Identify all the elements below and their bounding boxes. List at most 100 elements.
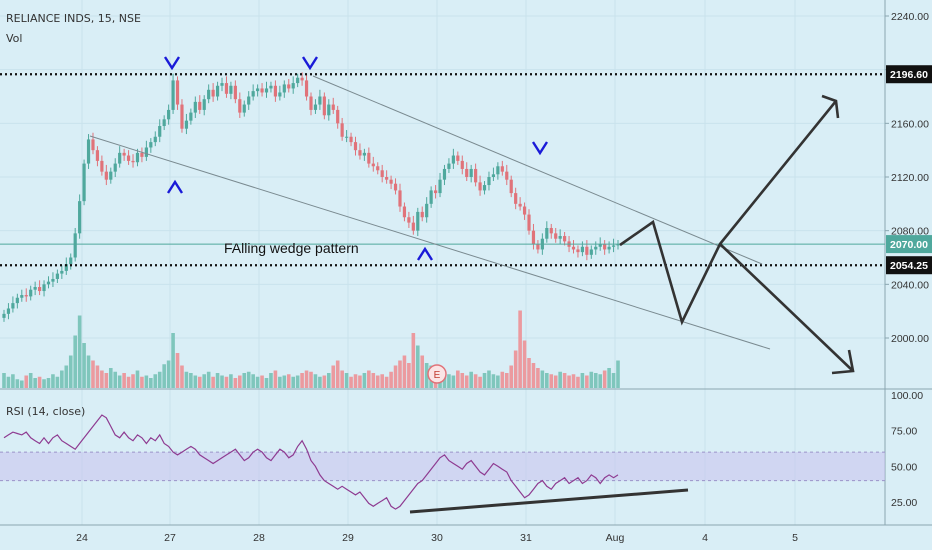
candle[interactable] xyxy=(554,233,558,239)
candle[interactable] xyxy=(238,99,242,113)
candle[interactable] xyxy=(607,246,611,250)
candle[interactable] xyxy=(385,177,389,180)
candle[interactable] xyxy=(51,278,55,282)
candle[interactable] xyxy=(73,233,77,258)
candle[interactable] xyxy=(469,168,473,177)
candle[interactable] xyxy=(411,222,415,231)
candle[interactable] xyxy=(153,136,157,143)
candle[interactable] xyxy=(433,190,438,194)
candle[interactable] xyxy=(349,136,353,143)
candle[interactable] xyxy=(118,152,122,164)
candle[interactable] xyxy=(478,182,482,191)
candle[interactable] xyxy=(353,142,358,151)
candle[interactable] xyxy=(322,96,326,116)
earnings-marker[interactable] xyxy=(427,364,447,384)
candle[interactable] xyxy=(611,245,616,247)
candle[interactable] xyxy=(514,193,518,204)
candle[interactable] xyxy=(122,152,126,156)
candle[interactable] xyxy=(522,206,527,215)
candle[interactable] xyxy=(474,168,478,183)
candle[interactable] xyxy=(140,152,144,157)
candle[interactable] xyxy=(536,244,540,250)
candle[interactable] xyxy=(496,166,500,175)
candle[interactable] xyxy=(505,171,509,180)
candle[interactable] xyxy=(95,150,100,161)
candle[interactable] xyxy=(598,244,602,247)
candle[interactable] xyxy=(109,171,113,180)
candle[interactable] xyxy=(91,139,95,151)
candle[interactable] xyxy=(580,246,585,253)
candle[interactable] xyxy=(589,249,593,255)
candle[interactable] xyxy=(447,163,451,169)
rsi-panel[interactable] xyxy=(0,414,885,514)
candle[interactable] xyxy=(309,96,313,110)
candle[interactable] xyxy=(207,89,211,100)
candle[interactable] xyxy=(393,183,398,191)
candle[interactable] xyxy=(358,150,362,156)
candle[interactable] xyxy=(287,84,291,89)
candle[interactable] xyxy=(260,88,264,93)
candle[interactable] xyxy=(300,77,304,81)
candle[interactable] xyxy=(442,168,447,180)
candle[interactable] xyxy=(371,163,375,167)
rsi-line[interactable] xyxy=(3,414,619,510)
candle[interactable] xyxy=(344,136,349,138)
candle[interactable] xyxy=(180,104,184,129)
candle[interactable] xyxy=(215,85,220,97)
candle[interactable] xyxy=(189,112,193,121)
candle[interactable] xyxy=(233,85,237,100)
candle[interactable] xyxy=(509,179,513,194)
candle[interactable] xyxy=(500,166,504,172)
candle[interactable] xyxy=(135,152,140,163)
candle[interactable] xyxy=(313,104,318,110)
candle[interactable] xyxy=(451,155,455,164)
candle[interactable] xyxy=(78,201,82,234)
candle[interactable] xyxy=(15,297,19,304)
candle[interactable] xyxy=(256,88,260,92)
candle[interactable] xyxy=(389,179,393,184)
candle[interactable] xyxy=(37,287,42,292)
candle[interactable] xyxy=(296,77,300,84)
candle[interactable] xyxy=(64,264,68,271)
candle[interactable] xyxy=(224,83,229,94)
candle[interactable] xyxy=(304,80,309,97)
candle[interactable] xyxy=(380,170,384,177)
candle[interactable] xyxy=(531,230,536,245)
candle[interactable] xyxy=(175,80,180,105)
candle[interactable] xyxy=(29,289,33,297)
candle[interactable] xyxy=(242,104,246,113)
candle[interactable] xyxy=(278,92,282,97)
candle[interactable] xyxy=(340,123,344,137)
time-axis[interactable]: 24 27 28 29 30 31 Aug 4 5 xyxy=(76,532,798,544)
candle[interactable] xyxy=(367,152,371,164)
candle[interactable] xyxy=(6,308,11,314)
candle[interactable] xyxy=(456,155,460,161)
candle[interactable] xyxy=(264,88,269,93)
candle[interactable] xyxy=(158,126,162,137)
candle[interactable] xyxy=(282,84,286,93)
candle[interactable] xyxy=(202,99,206,110)
candle[interactable] xyxy=(563,236,567,242)
candle[interactable] xyxy=(362,152,366,156)
candle[interactable] xyxy=(576,249,580,253)
candle[interactable] xyxy=(131,160,135,163)
candle[interactable] xyxy=(416,211,420,231)
candle[interactable] xyxy=(126,155,131,161)
candle[interactable] xyxy=(273,85,278,97)
candle[interactable] xyxy=(144,147,148,157)
candle[interactable] xyxy=(420,211,424,218)
candle[interactable] xyxy=(33,287,37,290)
candle[interactable] xyxy=(113,163,117,172)
candle[interactable] xyxy=(594,246,598,250)
candle[interactable] xyxy=(82,163,86,202)
candle[interactable] xyxy=(407,217,411,223)
candle[interactable] xyxy=(2,313,6,318)
candle[interactable] xyxy=(291,83,295,89)
candle[interactable] xyxy=(398,190,402,207)
candle[interactable] xyxy=(55,273,59,279)
candle[interactable] xyxy=(438,179,442,194)
candle[interactable] xyxy=(585,246,589,255)
candle[interactable] xyxy=(11,303,15,309)
candle[interactable] xyxy=(42,284,46,292)
candle[interactable] xyxy=(211,89,215,97)
